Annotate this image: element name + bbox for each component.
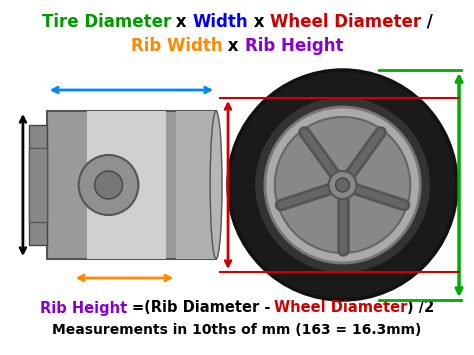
Circle shape: [328, 171, 356, 199]
Text: Rib Width: Rib Width: [131, 37, 223, 55]
Text: x: x: [170, 13, 192, 31]
Text: Width: Width: [192, 13, 248, 31]
Circle shape: [265, 107, 420, 263]
Text: Wheel Diameter: Wheel Diameter: [270, 13, 421, 31]
Circle shape: [79, 155, 138, 215]
Bar: [29, 125, 47, 245]
Text: Rib Height: Rib Height: [245, 37, 343, 55]
Bar: [29, 148, 47, 222]
Bar: [47, 111, 216, 259]
Text: Measurements in 10ths of mm (163 = 16.3mm): Measurements in 10ths of mm (163 = 16.3m…: [52, 323, 422, 337]
Circle shape: [228, 70, 457, 300]
Circle shape: [336, 178, 349, 192]
Text: Tire Diameter: Tire Diameter: [42, 13, 171, 31]
Bar: [176, 111, 216, 259]
Circle shape: [95, 171, 122, 199]
Text: Rib Height: Rib Height: [40, 300, 132, 316]
Text: x: x: [248, 13, 270, 31]
Text: =(Rib Diameter -: =(Rib Diameter -: [132, 300, 275, 316]
Ellipse shape: [210, 111, 222, 259]
Text: x: x: [222, 37, 245, 55]
Circle shape: [275, 117, 410, 253]
Bar: [87, 111, 166, 259]
Text: Wheel Diameter: Wheel Diameter: [274, 300, 408, 316]
Circle shape: [256, 98, 429, 272]
Text: /: /: [420, 13, 432, 31]
Text: ) /2: ) /2: [407, 300, 435, 316]
